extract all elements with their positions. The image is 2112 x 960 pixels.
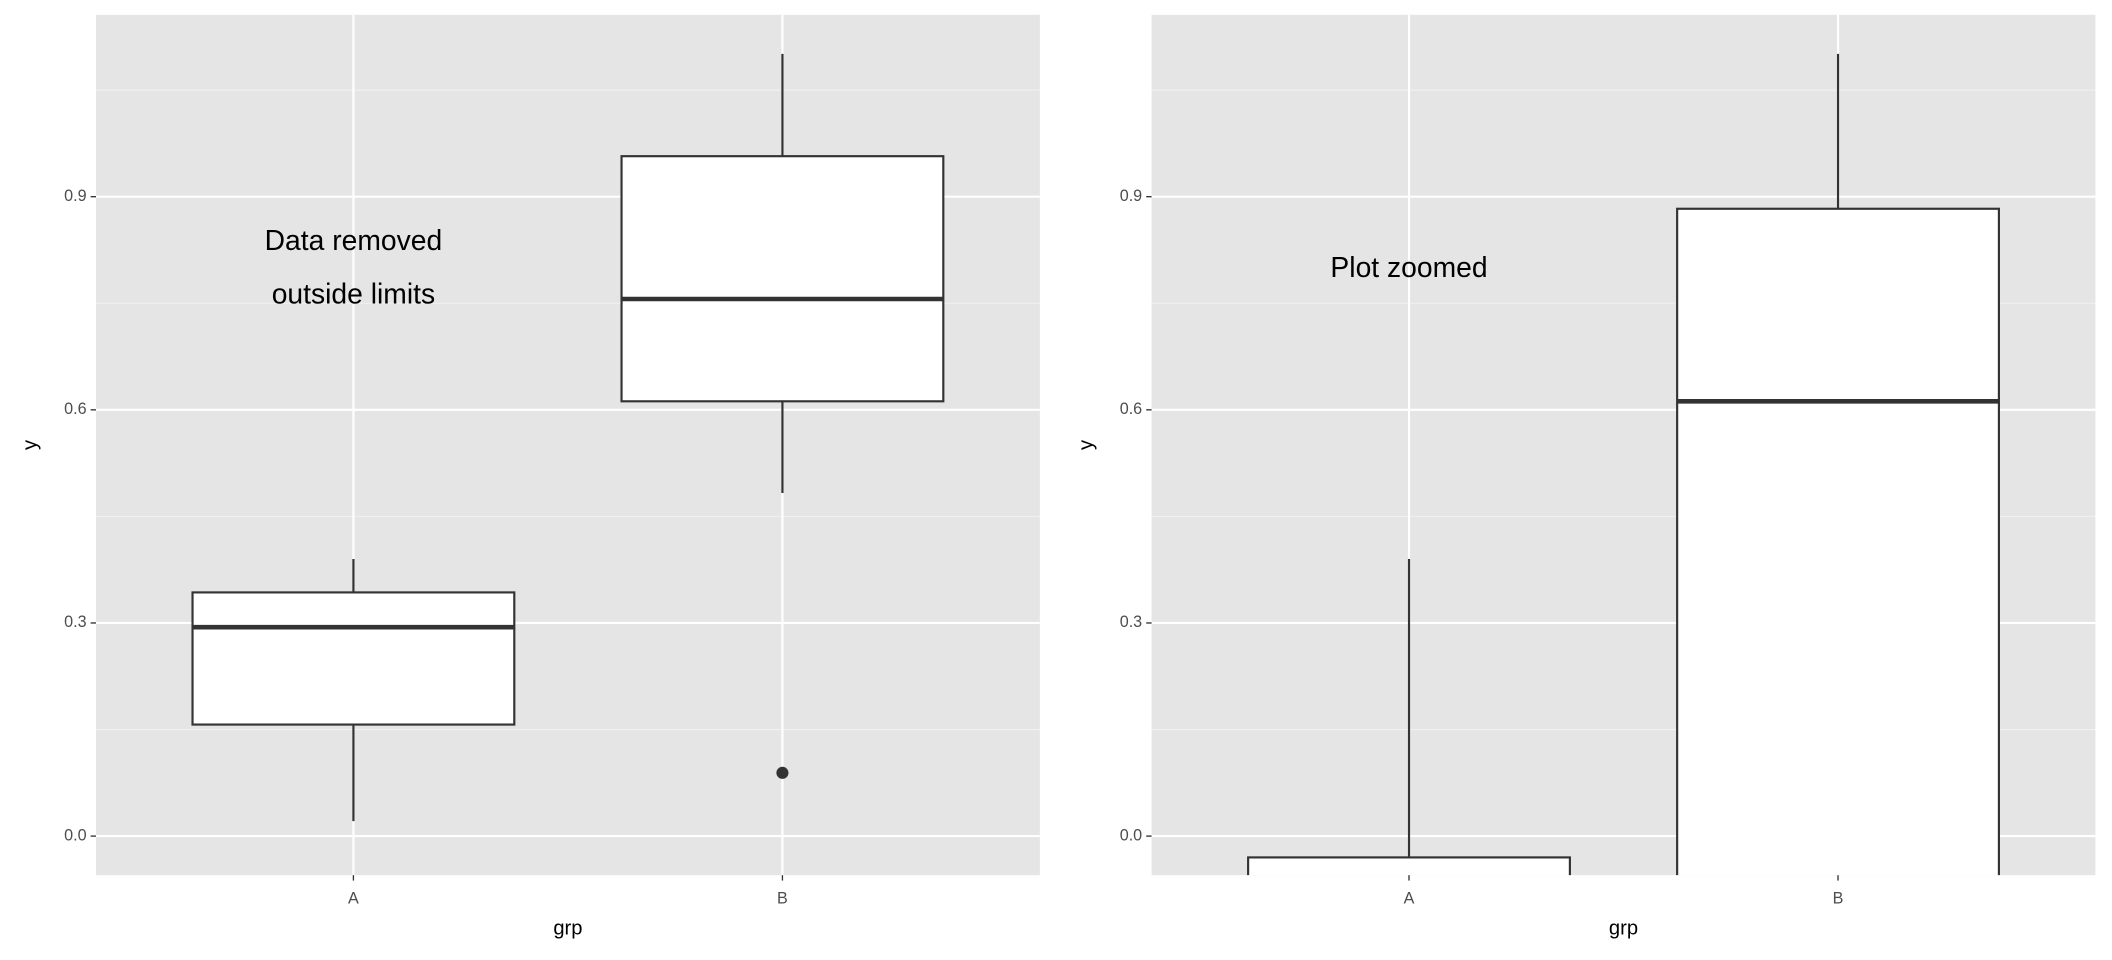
annotation: outside limits [272, 278, 435, 310]
box [1247, 856, 1571, 876]
y-tick-label: 0.3 [1120, 613, 1142, 631]
x-axis-title: grp [553, 917, 582, 939]
y-tick-label: 0.0 [64, 826, 86, 844]
y-tick-label: 0.3 [64, 613, 86, 631]
y-tick-label: 0.0 [1120, 826, 1142, 844]
y-axis-title: y [20, 439, 42, 450]
outlier [776, 766, 789, 779]
y-tick-label: 0.9 [1120, 187, 1142, 205]
annotation: Plot zoomed [1330, 251, 1487, 283]
y-tick-label: 0.9 [64, 187, 86, 205]
annotation: Data removed [265, 224, 443, 256]
x-tick-label: B [777, 890, 788, 908]
plot-area [1151, 14, 2096, 876]
y-tick-label: 0.6 [64, 400, 86, 418]
x-tick-label: A [348, 890, 359, 908]
plot-area [95, 14, 1040, 876]
panel-background [96, 14, 1040, 876]
box [191, 591, 516, 726]
y-axis-title: y [1075, 439, 1097, 450]
x-tick-label: A [1404, 890, 1415, 908]
box [1676, 207, 2000, 876]
y-tick-label: 0.6 [1120, 400, 1142, 418]
box [620, 155, 945, 403]
x-axis-title: grp [1609, 917, 1638, 939]
x-tick-label: B [1833, 890, 1844, 908]
